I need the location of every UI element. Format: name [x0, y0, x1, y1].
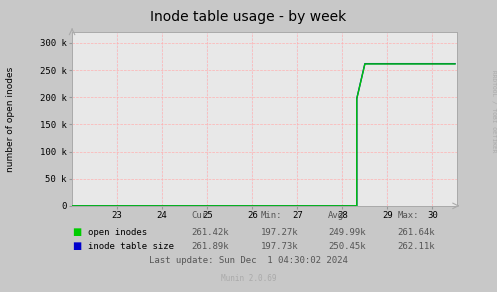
Text: Cur:: Cur: — [191, 211, 213, 220]
Text: 249.99k: 249.99k — [328, 228, 366, 237]
Text: Munin 2.0.69: Munin 2.0.69 — [221, 274, 276, 283]
Text: number of open inodes: number of open inodes — [6, 67, 15, 172]
Text: 262.11k: 262.11k — [398, 242, 435, 251]
Text: 261.42k: 261.42k — [191, 228, 229, 237]
Text: open inodes: open inodes — [88, 228, 148, 237]
Text: 261.64k: 261.64k — [398, 228, 435, 237]
Text: Max:: Max: — [398, 211, 419, 220]
Text: Min:: Min: — [261, 211, 282, 220]
Text: inode table size: inode table size — [88, 242, 174, 251]
Text: Inode table usage - by week: Inode table usage - by week — [151, 10, 346, 24]
Text: 197.27k: 197.27k — [261, 228, 299, 237]
Text: 250.45k: 250.45k — [328, 242, 366, 251]
Text: ■: ■ — [72, 227, 82, 237]
Text: RRDTOOL / TOBI OETIKER: RRDTOOL / TOBI OETIKER — [491, 70, 496, 152]
Text: Last update: Sun Dec  1 04:30:02 2024: Last update: Sun Dec 1 04:30:02 2024 — [149, 256, 348, 265]
Text: ■: ■ — [72, 241, 82, 251]
Text: Avg:: Avg: — [328, 211, 349, 220]
Text: 197.73k: 197.73k — [261, 242, 299, 251]
Text: 261.89k: 261.89k — [191, 242, 229, 251]
